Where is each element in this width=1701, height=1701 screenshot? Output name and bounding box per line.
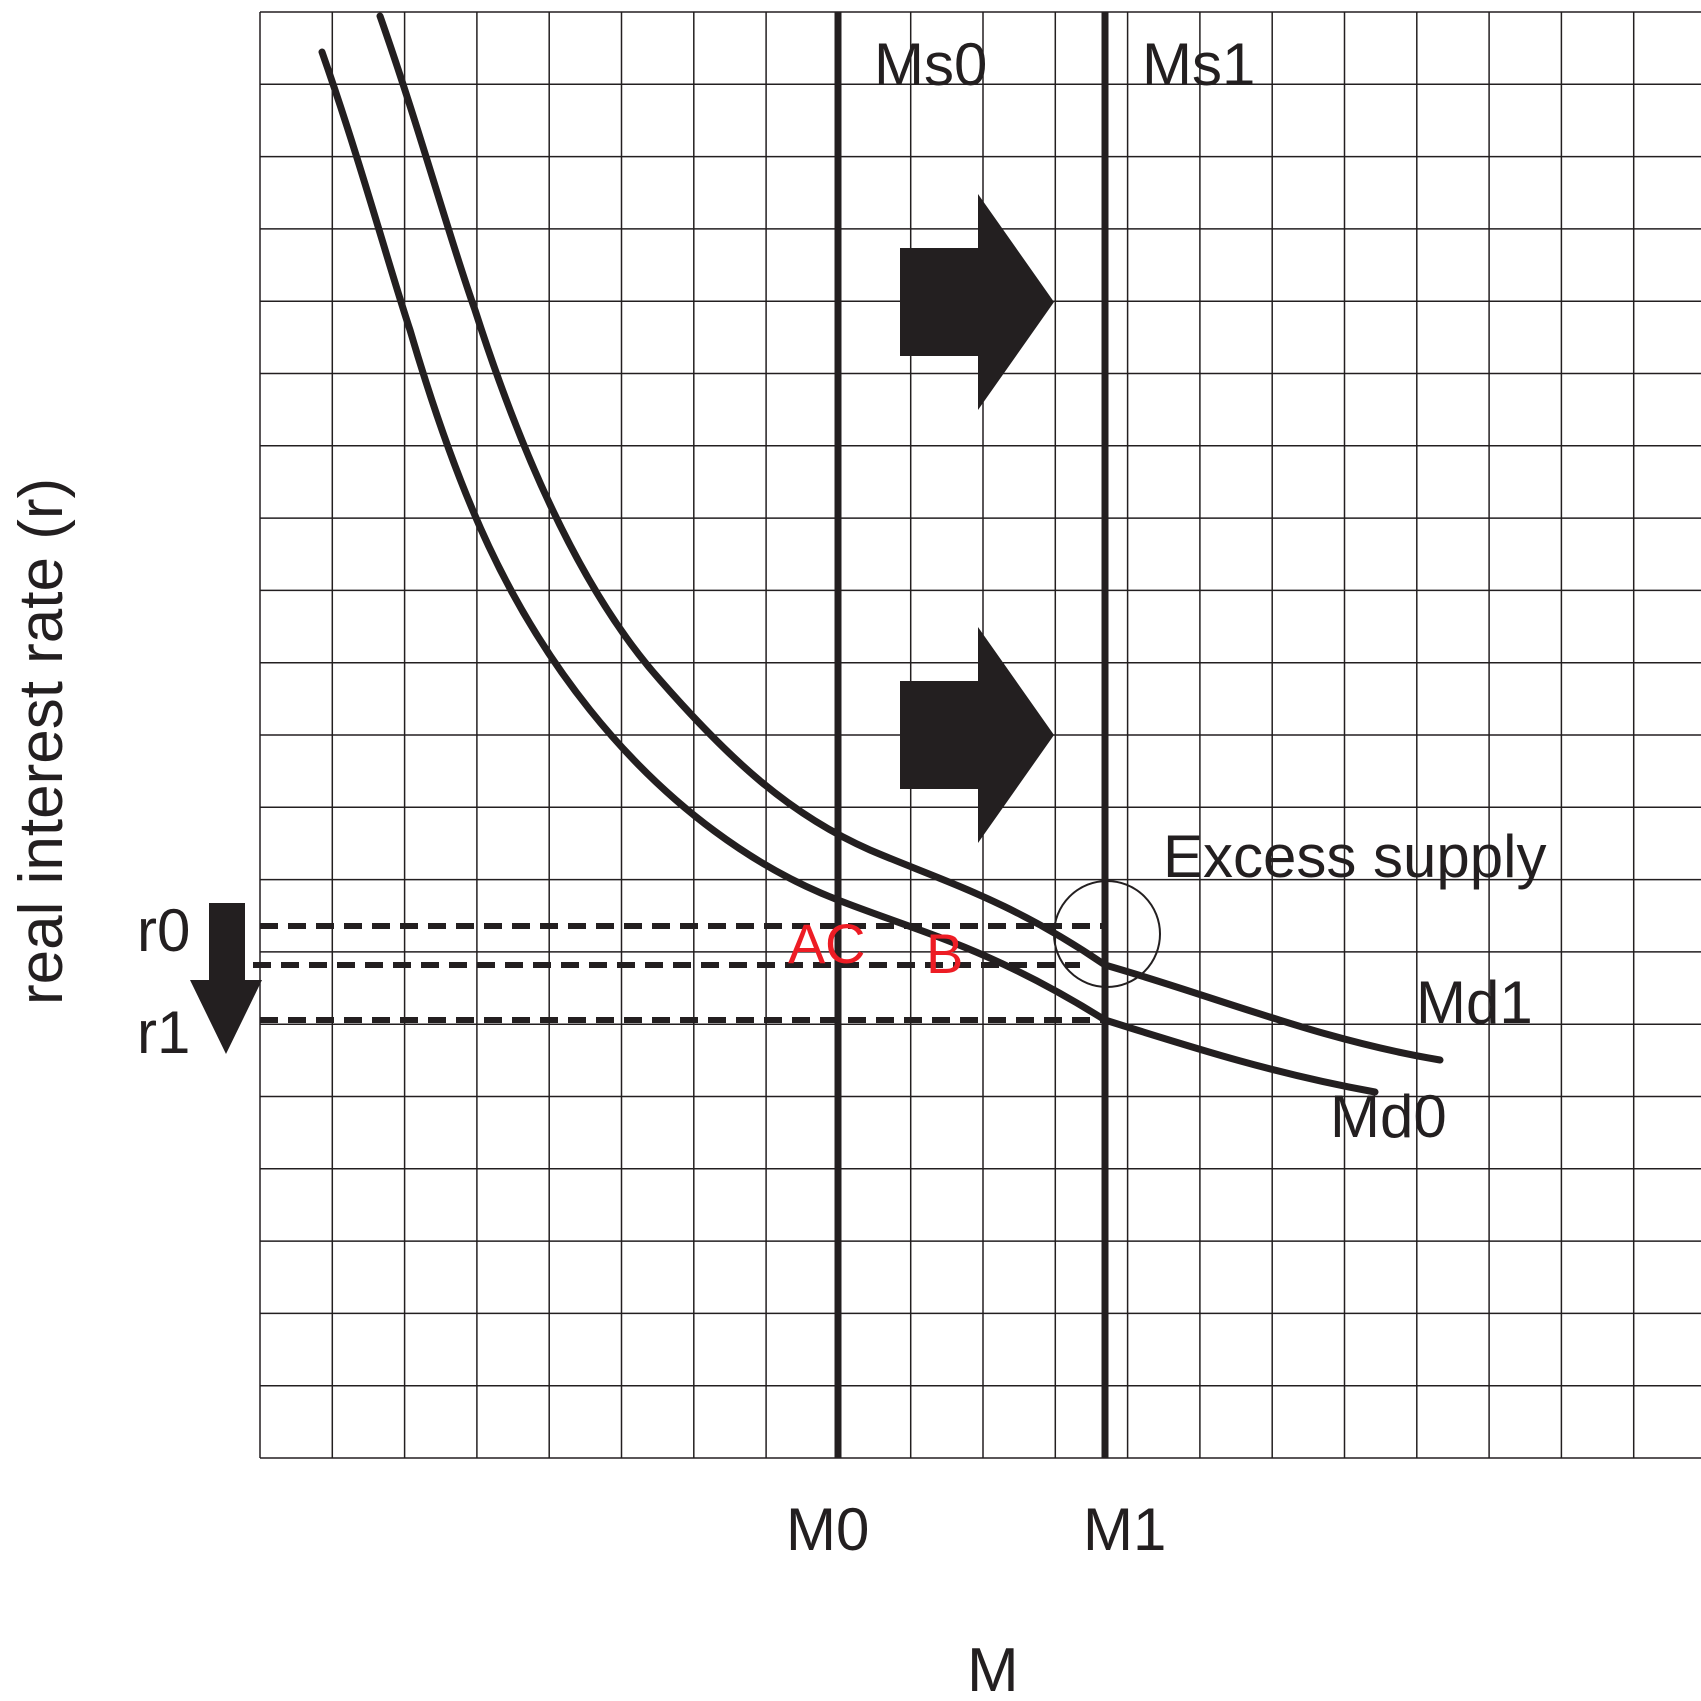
md1-label: Md1: [1416, 969, 1533, 1036]
ms1-label: Ms1: [1142, 31, 1255, 98]
down-arrow-icon: [190, 903, 262, 1054]
ms0-label: Ms0: [874, 31, 987, 98]
point-c-label: C: [825, 912, 865, 975]
x-axis-label: M: [967, 1636, 1019, 1701]
r1-tick-label: r1: [137, 999, 190, 1066]
guide-lines: [253, 923, 1105, 1023]
y-axis-label: real interest rate (r): [7, 478, 76, 1005]
excess-supply-label: Excess supply: [1163, 823, 1547, 890]
m0-tick-label: M0: [786, 1496, 869, 1563]
excess-supply-circle: [1053, 880, 1161, 988]
md0-label: Md0: [1330, 1083, 1447, 1150]
right-arrow-icon: [900, 194, 1054, 410]
point-a-label: A: [788, 912, 826, 975]
md0-curve: [318, 48, 1379, 1096]
right-arrow-icon: [900, 627, 1054, 843]
md1-curve: [376, 12, 1444, 1064]
r0-tick-label: r0: [137, 897, 190, 964]
point-b-label: B: [926, 922, 963, 985]
m1-tick-label: M1: [1083, 1496, 1166, 1563]
